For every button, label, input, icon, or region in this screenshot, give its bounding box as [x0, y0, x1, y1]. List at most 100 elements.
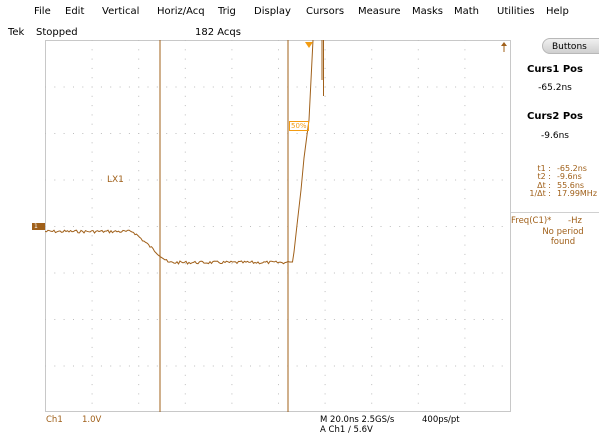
- grid-dot: [455, 86, 457, 88]
- grid-dot: [268, 365, 270, 367]
- grid-dot: [380, 86, 382, 88]
- grid-dot: [315, 226, 317, 227]
- grid-dot: [175, 86, 177, 88]
- grid-dot: [184, 253, 186, 255]
- grid-dot: [371, 374, 373, 376]
- menu-cursors[interactable]: Cursors: [306, 6, 345, 17]
- grid-dot: [324, 77, 326, 79]
- grid-dot: [464, 67, 466, 69]
- curs1-value[interactable]: -65.2ns: [538, 83, 572, 93]
- menu-file[interactable]: File: [34, 6, 51, 17]
- grid-dot: [184, 226, 186, 227]
- grid-dot: [222, 86, 224, 88]
- grid-dot: [231, 133, 233, 134]
- grid-dot: [464, 86, 466, 88]
- grid-dot: [119, 319, 121, 320]
- grid-dot: [250, 179, 251, 181]
- grid-dot: [417, 365, 419, 367]
- grid-dot: [361, 319, 363, 320]
- grid-dot: [324, 198, 326, 200]
- grid-dot: [184, 77, 186, 79]
- channel-1-ground-marker[interactable]: 1: [32, 223, 45, 230]
- grid-dot: [464, 198, 466, 200]
- menu-help[interactable]: Help: [546, 6, 569, 17]
- grid-dot: [138, 365, 140, 367]
- grid-dot: [91, 291, 93, 293]
- trigger-readout[interactable]: A Ch1 ∕ 5.6V: [320, 425, 373, 435]
- grid-dot: [278, 95, 279, 97]
- channel-label[interactable]: Ch1: [46, 415, 63, 425]
- grid-dot: [445, 272, 447, 274]
- grid-dot: [380, 319, 382, 320]
- grid-dot: [184, 86, 186, 88]
- curs2-value[interactable]: -9.6ns: [541, 131, 569, 141]
- frequency-measurement[interactable]: Freq(C1)* -Hz No period found: [511, 216, 599, 247]
- grid-dot: [184, 105, 186, 107]
- grid-dot: [45, 86, 46, 88]
- grid-dot: [278, 86, 279, 88]
- grid-dot: [296, 86, 298, 88]
- grid-dot: [436, 179, 438, 181]
- menu-horiz-acq[interactable]: Horiz/Acq: [157, 6, 205, 17]
- grid-dot: [268, 226, 270, 227]
- menu-masks[interactable]: Masks: [412, 6, 443, 17]
- grid-dot: [389, 226, 391, 227]
- grid-dot: [371, 105, 373, 107]
- record-resolution[interactable]: 400ps/pt: [422, 415, 460, 425]
- grid-dot: [464, 244, 466, 246]
- grid-dot: [184, 198, 186, 200]
- grid-dot: [371, 133, 373, 134]
- channel-scale[interactable]: 1.0V: [82, 415, 102, 425]
- menu-display[interactable]: Display: [254, 6, 291, 17]
- grid-dot: [464, 365, 466, 367]
- menu-math[interactable]: Math: [454, 6, 480, 17]
- menu-utilities[interactable]: Utilities: [497, 6, 535, 17]
- grid-dot: [417, 188, 419, 190]
- grid-dot: [240, 226, 242, 227]
- menu-vertical[interactable]: Vertical: [102, 6, 140, 17]
- grid-dot: [45, 319, 46, 320]
- grid-dot: [91, 95, 93, 97]
- grid-dot: [73, 319, 74, 320]
- grid-dot: [184, 216, 186, 218]
- buttons-button[interactable]: Buttons: [542, 38, 599, 54]
- grid-dot: [91, 235, 93, 237]
- timebase-readout[interactable]: M 20.0ns 2.5GS/s: [320, 415, 395, 425]
- waveform-trace: [45, 40, 314, 265]
- grid-dot: [436, 319, 438, 320]
- grid-dot: [203, 226, 205, 227]
- grid-dot: [324, 374, 326, 376]
- grid-dot: [128, 319, 130, 320]
- grid-dot: [138, 226, 140, 227]
- grid-dot: [203, 179, 205, 181]
- waveform-graticule[interactable]: 50% LX1: [45, 40, 511, 412]
- grid-dot: [278, 142, 279, 144]
- grid-dot: [278, 160, 279, 162]
- grid-dot: [91, 244, 93, 246]
- grid-dot: [100, 133, 102, 134]
- menu-measure[interactable]: Measure: [358, 6, 401, 17]
- grid-dot: [343, 319, 345, 320]
- grid-dot: [333, 133, 335, 134]
- grid-dot: [278, 58, 279, 60]
- grid-dot: [250, 226, 251, 227]
- grid-dot: [138, 244, 140, 246]
- grid-dot: [464, 95, 466, 97]
- grid-dot: [91, 142, 93, 144]
- grid-dot: [63, 226, 65, 227]
- menu-trig[interactable]: Trig: [218, 6, 236, 17]
- grid-dot: [138, 393, 140, 395]
- grid-dot: [371, 319, 373, 320]
- grid-dot: [184, 133, 186, 134]
- grid-dot: [324, 160, 326, 162]
- menu-edit[interactable]: Edit: [65, 6, 85, 17]
- grid-dot: [473, 365, 475, 367]
- grid-dot: [128, 179, 130, 181]
- grid-dot: [54, 365, 56, 367]
- grid-dot: [259, 179, 261, 181]
- grid-dot: [91, 346, 93, 348]
- grid-dot: [240, 365, 242, 367]
- grid-dot: [361, 179, 363, 181]
- grid-dot: [184, 346, 186, 348]
- grid-dot: [138, 67, 140, 69]
